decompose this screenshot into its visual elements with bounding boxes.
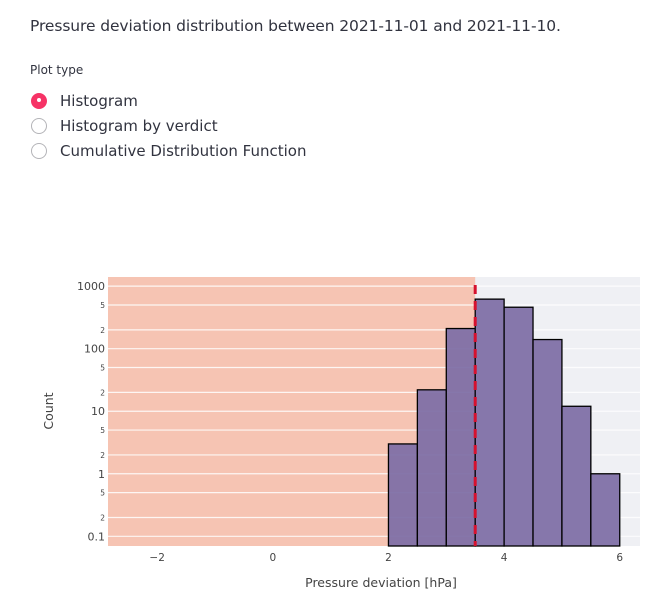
y-minor-tick-label: 5 — [100, 301, 105, 310]
histogram-bar — [532, 338, 563, 547]
radio-cdf[interactable]: Cumulative Distribution Function — [31, 138, 306, 163]
histogram-bar — [474, 298, 505, 547]
histogram-bar — [416, 389, 447, 547]
histogram-bar — [503, 306, 534, 547]
x-axis-ticks: −2 0 2 4 6 — [149, 552, 623, 564]
description-text: Pressure deviation distribution between … — [30, 17, 561, 35]
x-tick-label: 4 — [501, 552, 508, 564]
x-tick-label: −2 — [149, 552, 164, 564]
y-minor-tick-label: 5 — [100, 489, 105, 498]
y-tick-label: 100 — [84, 343, 105, 356]
x-axis-label: Pressure deviation [hPa] — [305, 575, 457, 590]
x-tick-label: 2 — [385, 552, 392, 564]
plot-type-radio-group: Histogram Histogram by verdict Cumulativ… — [31, 88, 306, 163]
histogram-bar — [445, 327, 476, 547]
radio-unchecked-icon[interactable] — [31, 142, 47, 159]
radio-label: Cumulative Distribution Function — [60, 141, 307, 160]
y-minor-tick-label: 5 — [100, 364, 105, 373]
radio-label: Histogram — [60, 91, 138, 110]
radio-unchecked-icon[interactable] — [31, 117, 47, 134]
y-minor-tick-label: 2 — [100, 451, 105, 460]
radio-label: Histogram by verdict — [60, 116, 218, 135]
y-minor-tick-label: 2 — [100, 513, 105, 522]
y-tick-label: 1000 — [77, 280, 105, 293]
y-tick-label: 10 — [91, 405, 105, 418]
y-axis-ticks: 0.1 1 10 100 1000 2 5 2 5 2 5 2 5 — [77, 280, 105, 543]
y-minor-tick-label: 2 — [100, 388, 105, 397]
x-tick-label: 6 — [616, 552, 623, 564]
histogram-bar — [387, 443, 419, 547]
y-tick-label: 0.1 — [88, 530, 106, 543]
histogram-bar — [561, 405, 592, 547]
y-minor-tick-label: 5 — [100, 426, 105, 435]
plot-type-label: Plot type — [30, 63, 84, 77]
radio-histogram[interactable]: Histogram — [31, 88, 306, 113]
y-axis-label: Count — [41, 392, 56, 429]
x-tick-label: 0 — [269, 552, 276, 564]
histogram-bar — [590, 473, 621, 547]
radio-histogram-by-verdict[interactable]: Histogram by verdict — [31, 113, 306, 138]
y-minor-tick-label: 2 — [100, 326, 105, 335]
histogram-bars — [387, 298, 621, 547]
radio-checked-icon[interactable] — [31, 92, 47, 109]
y-tick-label: 1 — [98, 468, 105, 481]
